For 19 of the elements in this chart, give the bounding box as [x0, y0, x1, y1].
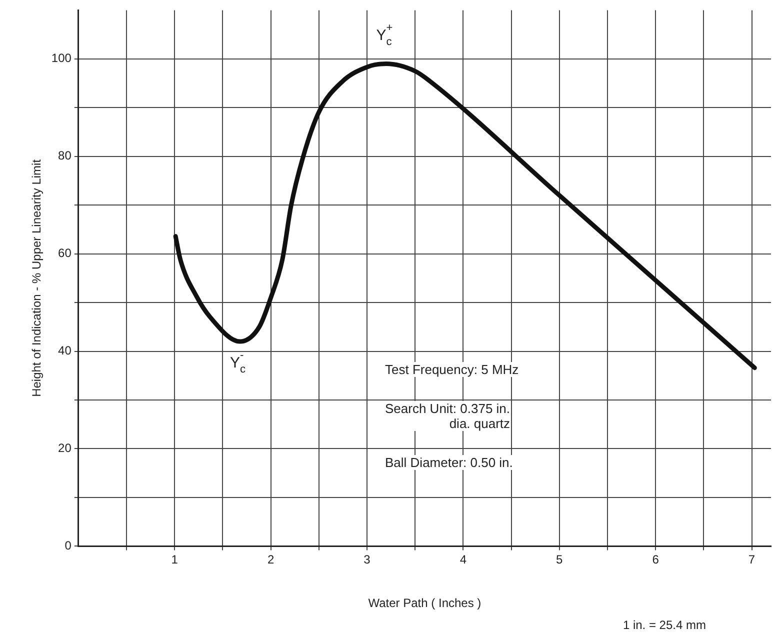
y-tick-label: 100 — [51, 51, 72, 66]
x-tick-label: 5 — [556, 552, 564, 567]
x-tick-label: 1 — [171, 552, 178, 567]
y-tick-label: 20 — [58, 441, 72, 456]
x-tick-label: 3 — [364, 552, 371, 567]
annotation: Search Unit: 0.375 in. dia. quartz — [385, 401, 510, 431]
y-axis-title: Height of Indication - % Upper Linearity Limit — [30, 158, 44, 397]
annotation: Test Frequency: 5 MHz — [385, 362, 519, 377]
x-tick-label: 7 — [748, 552, 756, 567]
y-tick-label: 80 — [58, 148, 72, 163]
text: 1 in. = 25.4 mm — [622, 618, 706, 632]
y-tick-label: 40 — [58, 344, 72, 358]
annotation: Ball Diameter: 0.50 in. — [385, 455, 513, 470]
x-tick-label: 2 — [267, 552, 274, 567]
x-tick-label: 6 — [652, 552, 660, 567]
y-tick-label: 60 — [58, 246, 72, 260]
x-tick-label: 4 — [460, 552, 467, 567]
y-tick-label: 0 — [64, 538, 72, 553]
x-axis-title: Water Path ( Inches ) — [368, 596, 482, 610]
